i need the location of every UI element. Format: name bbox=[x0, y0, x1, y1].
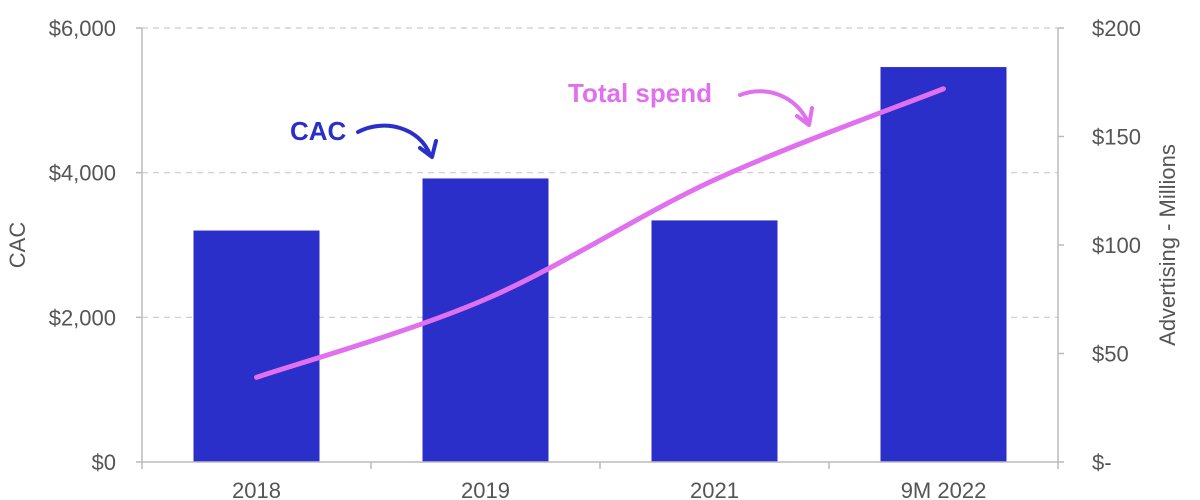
x-axis-tick-label: 2018 bbox=[232, 478, 281, 500]
x-axis-ticks: 2018 2019 2021 9M 2022 bbox=[232, 478, 986, 500]
left-axis-tick-label: $4,000 bbox=[49, 161, 116, 186]
left-axis-tick-label: $6,000 bbox=[49, 16, 116, 41]
total-spend-annotation-arrow bbox=[738, 89, 814, 127]
x-axis-tick-label: 2021 bbox=[690, 478, 739, 500]
left-axis-tick-label: $2,000 bbox=[49, 305, 116, 330]
right-axis-ticks: $- $50 $100 $150 $200 bbox=[1092, 16, 1141, 475]
cac-bar bbox=[422, 178, 549, 462]
x-axis-tick-label: 2019 bbox=[461, 478, 510, 500]
total-spend-annotation-label: Total spend bbox=[568, 78, 712, 108]
right-axis-tick-label: $50 bbox=[1092, 342, 1129, 367]
left-axis-tick-label: $0 bbox=[92, 450, 116, 475]
total-spend-line bbox=[254, 86, 946, 380]
cac-bar bbox=[880, 67, 1007, 462]
axes bbox=[136, 27, 1064, 469]
right-axis-tick-label: $- bbox=[1092, 450, 1112, 475]
left-axis-title: CAC bbox=[5, 222, 30, 269]
right-axis-title: Advertising - Millions bbox=[1155, 144, 1180, 346]
cac-annotation-arrow bbox=[356, 123, 438, 159]
left-axis-ticks: $0 $2,000 $4,000 $6,000 bbox=[49, 16, 116, 475]
cac-bar bbox=[193, 230, 320, 462]
right-axis-tick-label: $100 bbox=[1092, 233, 1141, 258]
cac-annotation-label: CAC bbox=[290, 116, 347, 146]
right-axis-tick-label: $150 bbox=[1092, 125, 1141, 150]
cac-bar bbox=[651, 220, 778, 462]
bars bbox=[193, 67, 1007, 462]
x-axis-tick-label: 9M 2022 bbox=[901, 478, 987, 500]
right-axis-tick-label: $200 bbox=[1092, 16, 1141, 41]
